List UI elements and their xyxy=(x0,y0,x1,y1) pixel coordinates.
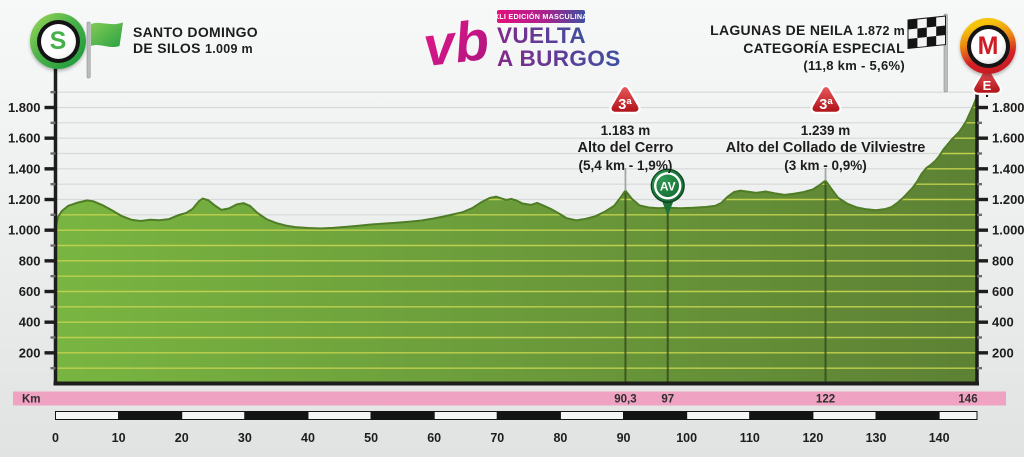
logo-title-line1: VUELTA xyxy=(497,24,586,48)
x-axis-label: 100 xyxy=(676,431,697,445)
y-axis-label-left: 400 xyxy=(19,315,41,330)
y-axis-label-right: 1.600 xyxy=(992,131,1024,146)
start-location-text: SANTO DOMINGO DE SILOS 1.009 m xyxy=(133,24,258,57)
y-axis-label-right: 400 xyxy=(992,315,1014,330)
start-name-line2: DE SILOS 1.009 m xyxy=(133,40,253,56)
start-badge-letter: S xyxy=(40,23,76,59)
km-marker-label: 146 xyxy=(958,394,977,406)
climb-detail: (3 km - 0,9%) xyxy=(784,158,867,173)
logo-edition-ribbon: XLI EDICIÓN MASCULINA xyxy=(494,10,588,23)
svg-text:vb: vb xyxy=(420,10,492,76)
climb-detail: (5,4 km - 1,9%) xyxy=(578,158,673,173)
finish-name-line: LAGUNAS DE NEILA 1.872 m xyxy=(710,22,905,38)
start-elevation: 1.009 m xyxy=(204,42,253,56)
logo-title-line2: A BURGOS xyxy=(497,46,621,71)
y-axis-label-left: 800 xyxy=(19,253,41,268)
feed-zone-label: AV xyxy=(660,179,676,193)
finish-summit-badge-letter: E xyxy=(983,78,992,93)
x-axis-label: 30 xyxy=(238,431,252,445)
start-badge-ring: S xyxy=(36,19,80,63)
km-marker-label: 97 xyxy=(661,394,674,406)
km-strip-title: Km xyxy=(22,394,41,406)
climb-annotation: 3ª 1.239 m Alto del Collado de Vilviestre (… xyxy=(686,84,966,175)
x-axis-label: 10 xyxy=(112,431,126,445)
x-axis-label: 70 xyxy=(490,431,504,445)
km-marker-label: 122 xyxy=(816,394,835,406)
climb-name: Alto del Cerro xyxy=(577,139,674,156)
climb-annotation: 3ª 1.183 m Alto del Cerro (5,4 km - 1,9%) xyxy=(485,84,765,175)
y-axis-label-left: 1.200 xyxy=(8,192,41,207)
start-name-line1: SANTO DOMINGO xyxy=(133,24,258,40)
finish-summit-badge: E xyxy=(971,66,1003,95)
checkered-flag-icon xyxy=(907,13,948,93)
logo-title: VUELTA A BURGOS xyxy=(497,24,621,71)
climb-category: 3ª xyxy=(619,97,633,113)
y-axis-label-right: 600 xyxy=(992,284,1014,299)
finish-climb-detail: (11,8 km - 5,6%) xyxy=(803,58,905,73)
finish-badge-letter: M xyxy=(970,28,1006,64)
x-axis-label: 60 xyxy=(427,431,441,445)
finish-category: CATEGORÍA ESPECIAL xyxy=(743,40,905,56)
y-axis-label-right: 1.400 xyxy=(992,161,1024,176)
finish-marker-badge: M xyxy=(960,18,1016,74)
climb-elevation: 1.183 m xyxy=(600,123,651,138)
y-axis-label-right: 1.000 xyxy=(992,223,1024,238)
finish-badge-ring: M xyxy=(966,24,1010,68)
climb-category: 3ª xyxy=(819,97,833,113)
x-axis-label: 140 xyxy=(929,431,950,445)
y-axis-label-left: 1.400 xyxy=(8,161,41,176)
y-axis-label-left: 1.600 xyxy=(8,131,41,146)
start-flag-icon xyxy=(86,21,123,79)
x-axis-label: 50 xyxy=(364,431,378,445)
climb-name: Alto del Collado de Vilviestre xyxy=(725,139,926,156)
vuelta-burgos-monogram: vb xyxy=(420,10,492,76)
x-axis-label: 120 xyxy=(802,431,823,445)
start-marker-badge: S xyxy=(30,13,86,69)
y-axis-label-right: 200 xyxy=(992,345,1014,360)
x-axis-label: 90 xyxy=(617,431,631,445)
finish-elevation: 1.872 m xyxy=(857,24,905,38)
climb-elevation: 1.239 m xyxy=(800,123,851,138)
y-axis-label-right: 1.800 xyxy=(992,100,1024,115)
x-axis-label: 0 xyxy=(52,431,59,445)
x-axis-label: 110 xyxy=(740,431,760,445)
y-axis-label-left: 1.800 xyxy=(8,100,41,115)
climb-category-badge: 3ª xyxy=(609,84,642,114)
y-axis-label-right: 1.200 xyxy=(992,192,1024,207)
km-marker-label: 90,3 xyxy=(614,394,636,406)
finish-location-text: LAGUNAS DE NEILA 1.872 m CATEGORÍA ESPEC… xyxy=(710,22,905,74)
x-axis-label: 20 xyxy=(175,431,189,445)
y-axis-label-left: 200 xyxy=(19,345,41,360)
x-axis-label: 40 xyxy=(301,431,315,445)
y-axis-label-right: 800 xyxy=(992,253,1014,268)
x-axis-label: 130 xyxy=(866,431,887,445)
x-axis-label: 80 xyxy=(553,431,567,445)
climb-category-badge: 3ª xyxy=(809,84,842,114)
feed-zone-marker: AV xyxy=(650,168,685,216)
y-axis-label-left: 1.000 xyxy=(8,223,41,238)
y-axis-label-left: 600 xyxy=(19,284,41,299)
